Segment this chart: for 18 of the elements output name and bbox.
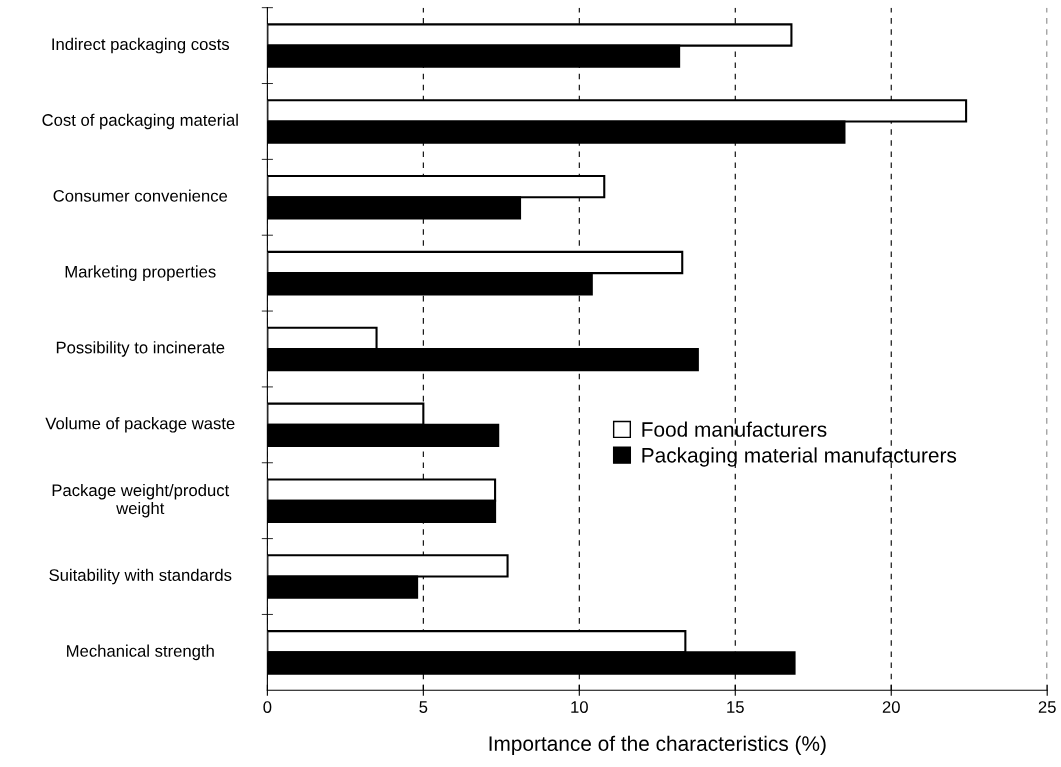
x-tick-label: 15 [727, 701, 744, 713]
x-tick-label: 20 [882, 701, 900, 713]
y-tick-label: Mechanical strength [67, 644, 214, 661]
x-axis-title: Importance of the characteristics (%) [489, 735, 826, 756]
x-tick-label: 25 [1038, 701, 1056, 713]
y-tick-label: Consumer convenience [53, 189, 228, 202]
y-tick-label: Indirect packaging costs [52, 37, 230, 54]
legend-label: Food manufacturers [642, 421, 827, 437]
y-tick-label: Package weight/product weight [52, 483, 230, 518]
x-tick-label: 0 [263, 701, 272, 713]
x-tick-label: 5 [419, 701, 428, 713]
y-tick-label: Cost of packaging material [42, 113, 238, 130]
y-tick-label: Suitability with standards [49, 568, 232, 585]
y-tick-label: Possibility to incinerate [56, 341, 225, 357]
y-tick-label: Volume of package waste [45, 417, 235, 433]
y-tick-label: Marketing properties [65, 265, 216, 281]
x-tick-label: 10 [571, 701, 588, 713]
legend-label: Packaging material manufacturers [642, 447, 957, 467]
